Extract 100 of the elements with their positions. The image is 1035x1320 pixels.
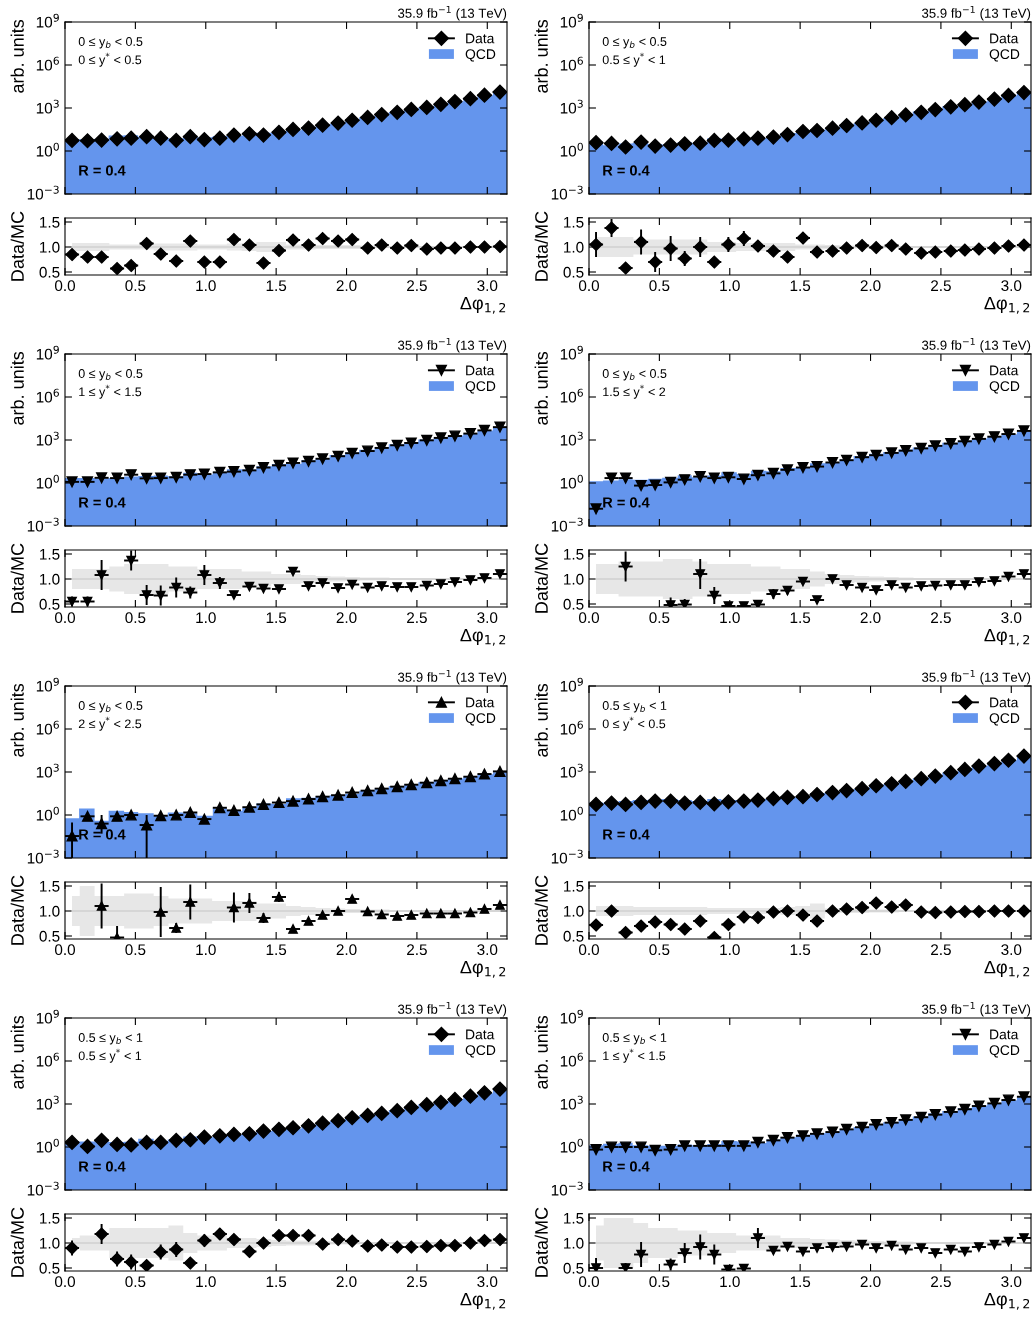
y-tick-label: 0.5 bbox=[563, 266, 584, 278]
legend-label: QCD bbox=[989, 713, 1020, 726]
legend-label: QCD bbox=[989, 49, 1020, 62]
x-tick-label: 1.0 bbox=[720, 280, 740, 292]
x-tick-label: 0.0 bbox=[54, 612, 76, 624]
legend-label: Data bbox=[990, 365, 1019, 376]
chart-title: 35.9 fb$^{−1}$ (13 TeV) bbox=[921, 669, 1031, 685]
y-tick-label: 1.5 bbox=[40, 881, 60, 892]
x-tick-label: 2.5 bbox=[931, 612, 951, 624]
y-tick-label: 10$^{6}$ bbox=[560, 56, 583, 71]
x-tick-label: 1.0 bbox=[720, 1276, 740, 1288]
x-tick-label: 1.5 bbox=[266, 280, 287, 292]
x-tick-label: 0.5 bbox=[649, 280, 670, 292]
y-tick-label: 1.0 bbox=[40, 905, 60, 917]
x-tick-label: 2.0 bbox=[860, 612, 881, 624]
x-tick-label: 1.0 bbox=[196, 280, 216, 292]
chart-title: 35.9 fb$^{−1}$ (13 TeV) bbox=[921, 337, 1031, 353]
annotation: R = 0.4 bbox=[603, 1161, 650, 1172]
y-tick-label: 10$^{9}$ bbox=[36, 1009, 59, 1024]
x-tick-label: 1.0 bbox=[196, 612, 216, 624]
y-tick-label: 10$^{−3}$ bbox=[551, 1181, 583, 1196]
legend-label: Data bbox=[990, 33, 1019, 44]
y-axis-title: Data/MC bbox=[10, 875, 24, 945]
annotation: 1.5 ≤ y$^{*}$ < 2 bbox=[603, 384, 666, 399]
y-tick-label: 10$^{−3}$ bbox=[27, 1181, 59, 1196]
x-tick-label: 0.0 bbox=[578, 1276, 600, 1288]
legend-label: Data bbox=[466, 33, 495, 44]
y-axis-title: Data/MC bbox=[10, 1207, 24, 1277]
annotation: 0.5 ≤ y$_{b}$ < 1 bbox=[602, 701, 667, 713]
y-tick-label: 10$^{9}$ bbox=[36, 345, 59, 360]
y-tick-label: 10$^{3}$ bbox=[560, 99, 583, 114]
x-tick-label: 3.0 bbox=[1001, 280, 1022, 292]
x-tick-label: 2.0 bbox=[860, 280, 881, 292]
x-tick-label: 3.0 bbox=[477, 944, 498, 956]
chart-title: 35.9 fb$^{−1}$ (13 TeV) bbox=[397, 5, 507, 21]
y-tick-label: 10$^{3}$ bbox=[36, 431, 59, 446]
y-axis-title: arb. units bbox=[10, 683, 24, 757]
y-tick-label: 10$^{3}$ bbox=[560, 1095, 583, 1110]
y-tick-label: 10$^{−3}$ bbox=[27, 185, 59, 200]
x-tick-label: 0.0 bbox=[578, 280, 600, 292]
x-tick-label: 1.0 bbox=[720, 612, 740, 624]
annotation: 2 ≤ y$^{*}$ < 2.5 bbox=[78, 716, 142, 731]
y-tick-label: 10$^{6}$ bbox=[36, 720, 59, 735]
x-tick-label: 2.5 bbox=[931, 1276, 951, 1288]
y-tick-label: 1.0 bbox=[564, 1237, 584, 1249]
y-tick-label: 10$^{6}$ bbox=[560, 388, 583, 403]
annotation: 0 ≤ y$^{*}$ < 0.5 bbox=[602, 716, 666, 731]
chart-title: 35.9 fb$^{−1}$ (13 TeV) bbox=[921, 1001, 1031, 1017]
legend-label: QCD bbox=[465, 381, 496, 394]
y-tick-label: 10$^{−3}$ bbox=[551, 849, 583, 864]
legend-label: Data bbox=[466, 365, 495, 376]
x-tick-label: 1.5 bbox=[266, 1276, 287, 1288]
y-tick-label: 1.0 bbox=[40, 241, 60, 253]
x-tick-label: 3.0 bbox=[1001, 612, 1022, 624]
annotation: R = 0.4 bbox=[603, 829, 650, 840]
y-tick-label: 10$^{−3}$ bbox=[27, 517, 59, 532]
x-tick-label: 2.0 bbox=[336, 944, 357, 956]
y-tick-label: 0.5 bbox=[39, 930, 60, 942]
x-tick-label: 1.0 bbox=[720, 944, 740, 956]
y-tick-label: 10$^{3}$ bbox=[560, 763, 583, 778]
annotation: R = 0.4 bbox=[79, 497, 126, 508]
annotation: R = 0.4 bbox=[79, 829, 126, 840]
x-tick-label: 2.0 bbox=[336, 612, 357, 624]
x-tick-label: 2.5 bbox=[931, 944, 951, 956]
y-axis-title: Data/MC bbox=[534, 543, 548, 613]
x-axis-title: Δφ$_{1,2}$ bbox=[984, 296, 1030, 314]
x-tick-label: 0.5 bbox=[125, 944, 146, 956]
y-axis-title: arb. units bbox=[10, 351, 24, 425]
x-axis-title: Δφ$_{1,2}$ bbox=[460, 960, 506, 978]
y-tick-label: 1.5 bbox=[564, 549, 584, 560]
y-tick-label: 10$^{3}$ bbox=[36, 99, 59, 114]
x-tick-label: 1.5 bbox=[790, 280, 811, 292]
x-axis-title: Δφ$_{1,2}$ bbox=[984, 1292, 1030, 1310]
x-tick-label: 0.0 bbox=[54, 944, 76, 956]
annotation: 0.5 ≤ y$_{b}$ < 1 bbox=[78, 1033, 143, 1045]
y-axis-title: Data/MC bbox=[534, 1207, 548, 1277]
annotation: 1 ≤ y$^{*}$ < 1.5 bbox=[79, 384, 142, 399]
y-tick-label: 10$^{0}$ bbox=[560, 474, 583, 489]
x-tick-label: 3.0 bbox=[477, 280, 498, 292]
chart-title: 35.9 fb$^{−1}$ (13 TeV) bbox=[397, 669, 507, 685]
y-tick-label: 1.5 bbox=[40, 217, 60, 228]
x-tick-label: 2.0 bbox=[336, 1276, 357, 1288]
chart-title: 35.9 fb$^{−1}$ (13 TeV) bbox=[397, 1001, 507, 1017]
chart-title: 35.9 fb$^{−1}$ (13 TeV) bbox=[397, 337, 507, 353]
x-tick-label: 2.5 bbox=[407, 944, 427, 956]
annotation: 1 ≤ y$^{*}$ < 1.5 bbox=[603, 1048, 666, 1063]
y-axis-title: arb. units bbox=[534, 683, 548, 757]
annotation: R = 0.4 bbox=[603, 165, 650, 176]
x-tick-label: 1.5 bbox=[266, 944, 287, 956]
annotation: R = 0.4 bbox=[79, 1161, 126, 1172]
y-axis-title: Data/MC bbox=[10, 543, 24, 613]
x-tick-label: 0.5 bbox=[125, 612, 146, 624]
x-tick-label: 2.5 bbox=[931, 280, 951, 292]
x-tick-label: 2.0 bbox=[860, 1276, 881, 1288]
x-tick-label: 0.5 bbox=[649, 612, 670, 624]
x-tick-label: 0.0 bbox=[578, 612, 600, 624]
x-axis-title: Δφ$_{1,2}$ bbox=[984, 628, 1030, 646]
y-tick-label: 10$^{9}$ bbox=[36, 677, 59, 692]
y-tick-label: 10$^{9}$ bbox=[560, 345, 583, 360]
x-tick-label: 3.0 bbox=[477, 1276, 498, 1288]
